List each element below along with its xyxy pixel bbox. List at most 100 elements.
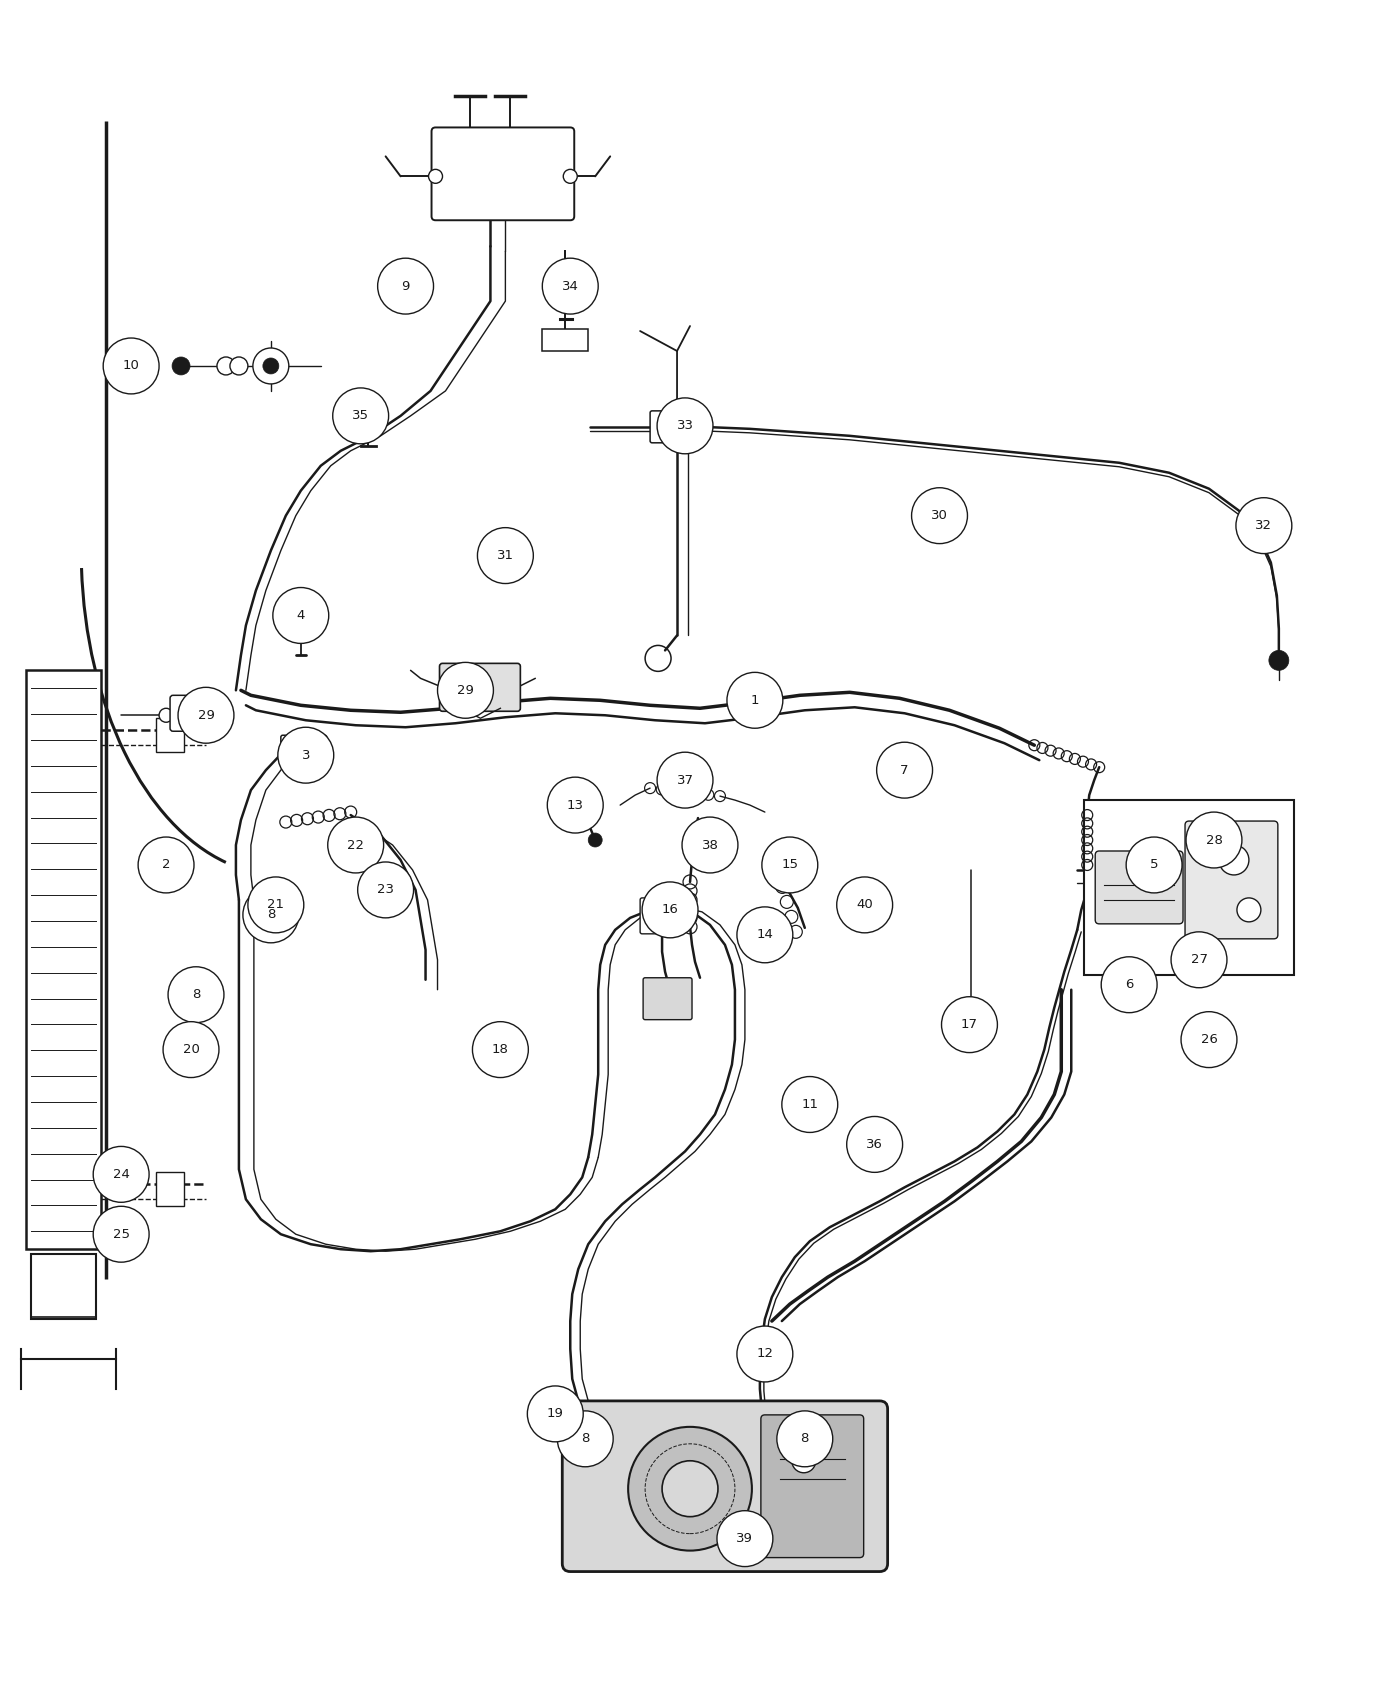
Text: 10: 10: [123, 359, 140, 372]
Circle shape: [182, 981, 210, 1008]
Circle shape: [160, 709, 174, 722]
Circle shape: [643, 882, 699, 938]
Text: 29: 29: [197, 709, 214, 722]
Text: 8: 8: [801, 1433, 809, 1445]
FancyBboxPatch shape: [643, 977, 692, 1020]
Circle shape: [799, 1431, 811, 1443]
Circle shape: [792, 1448, 816, 1472]
Circle shape: [791, 1423, 819, 1450]
Circle shape: [629, 1426, 752, 1550]
Circle shape: [94, 1207, 148, 1261]
Text: 34: 34: [561, 279, 578, 292]
Circle shape: [1170, 932, 1226, 988]
Text: 14: 14: [756, 928, 773, 942]
Text: 16: 16: [662, 903, 679, 916]
FancyBboxPatch shape: [650, 411, 704, 442]
Circle shape: [428, 170, 442, 184]
Text: 37: 37: [676, 774, 693, 787]
Circle shape: [259, 901, 287, 928]
Circle shape: [557, 1411, 613, 1467]
Text: 20: 20: [182, 1044, 199, 1056]
Circle shape: [547, 777, 603, 833]
Bar: [542, 330, 588, 350]
Circle shape: [736, 906, 792, 962]
Text: 11: 11: [801, 1098, 818, 1112]
Circle shape: [472, 1022, 528, 1078]
Circle shape: [277, 728, 333, 784]
Circle shape: [248, 877, 304, 933]
Circle shape: [438, 663, 493, 719]
Circle shape: [717, 1511, 773, 1567]
Circle shape: [192, 724, 204, 736]
Circle shape: [104, 338, 160, 394]
Text: 3: 3: [301, 748, 309, 762]
Circle shape: [876, 743, 932, 797]
Text: 13: 13: [567, 799, 584, 811]
Circle shape: [587, 1421, 610, 1445]
Circle shape: [273, 588, 329, 643]
Text: 8: 8: [581, 1433, 589, 1445]
Text: 19: 19: [547, 1408, 564, 1421]
Circle shape: [328, 818, 384, 874]
Circle shape: [1268, 651, 1289, 670]
Bar: [155, 719, 183, 751]
Text: 15: 15: [781, 858, 798, 872]
Circle shape: [837, 877, 893, 933]
Text: 26: 26: [1201, 1034, 1218, 1046]
Circle shape: [528, 1386, 584, 1442]
Circle shape: [756, 1340, 774, 1358]
Text: 25: 25: [112, 1227, 130, 1241]
Circle shape: [172, 357, 190, 376]
FancyBboxPatch shape: [281, 600, 323, 632]
Circle shape: [571, 1423, 599, 1450]
Bar: [356, 405, 381, 425]
Circle shape: [588, 833, 602, 847]
Text: 8: 8: [266, 908, 274, 921]
Circle shape: [657, 751, 713, 807]
Text: 39: 39: [736, 1532, 753, 1545]
Text: 28: 28: [1205, 833, 1222, 847]
Text: 12: 12: [756, 1348, 773, 1360]
Circle shape: [139, 836, 195, 892]
Text: 21: 21: [267, 898, 284, 911]
Bar: [27, 670, 101, 1250]
Text: 8: 8: [192, 988, 200, 1001]
Circle shape: [962, 1023, 980, 1040]
Text: 9: 9: [402, 279, 410, 292]
Circle shape: [244, 887, 298, 944]
Text: 27: 27: [1190, 954, 1208, 966]
Circle shape: [1236, 498, 1292, 554]
Text: 7: 7: [900, 763, 909, 777]
Circle shape: [162, 1022, 218, 1078]
FancyBboxPatch shape: [760, 1414, 864, 1557]
Circle shape: [1219, 845, 1249, 876]
Circle shape: [230, 357, 248, 376]
Circle shape: [94, 1146, 148, 1202]
Circle shape: [1238, 898, 1261, 921]
Text: 33: 33: [676, 420, 693, 432]
Circle shape: [563, 170, 577, 184]
Circle shape: [263, 359, 279, 374]
Bar: [31, 1255, 97, 1319]
Circle shape: [1182, 1012, 1238, 1068]
Circle shape: [580, 1431, 591, 1443]
Circle shape: [542, 258, 598, 314]
Text: 24: 24: [113, 1168, 130, 1182]
Text: 17: 17: [960, 1018, 979, 1032]
Text: 32: 32: [1256, 518, 1273, 532]
FancyBboxPatch shape: [431, 128, 574, 221]
Text: 5: 5: [1149, 858, 1158, 872]
Circle shape: [253, 348, 288, 384]
Circle shape: [682, 818, 738, 874]
Circle shape: [847, 1117, 903, 1173]
Circle shape: [573, 811, 592, 830]
Circle shape: [1102, 957, 1156, 1013]
Text: 18: 18: [491, 1044, 508, 1056]
Text: 35: 35: [353, 410, 370, 422]
FancyBboxPatch shape: [640, 898, 685, 933]
Circle shape: [762, 836, 818, 892]
Text: 6: 6: [1126, 977, 1134, 991]
Text: 38: 38: [701, 838, 718, 852]
Bar: [1084, 801, 1294, 974]
FancyBboxPatch shape: [1184, 821, 1278, 938]
